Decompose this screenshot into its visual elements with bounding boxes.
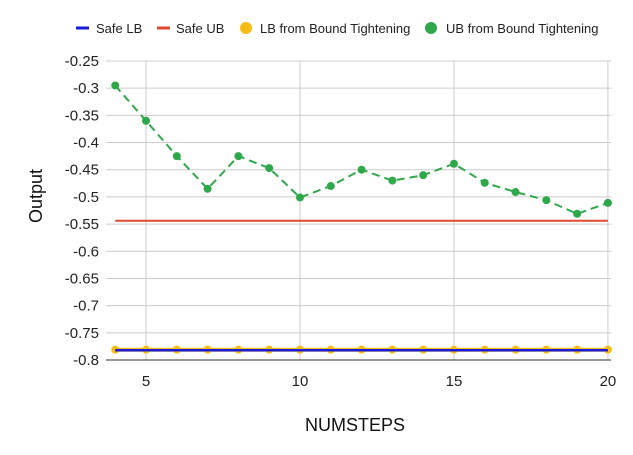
data-point: [542, 196, 551, 205]
data-point: [603, 345, 612, 354]
legend-label: LB from Bound Tightening: [260, 21, 410, 36]
series: [111, 81, 612, 354]
y-tick-label: -0.6: [73, 243, 99, 260]
y-tick-label: -0.3: [73, 80, 99, 97]
grid: [106, 60, 611, 361]
y-tick-label: -0.8: [73, 352, 99, 369]
legend-swatch: [240, 22, 252, 34]
data-point: [234, 152, 243, 161]
x-tick-label: 5: [142, 373, 150, 390]
legend-label: Safe LB: [96, 21, 142, 36]
y-tick-label: -0.75: [65, 325, 99, 342]
x-axis-title: NUMSTEPS: [305, 415, 405, 435]
series-line: [114, 84, 609, 215]
y-tick-label: -0.5: [73, 189, 99, 206]
y-axis-title: Output: [26, 169, 46, 223]
data-point: [573, 209, 582, 218]
data-point: [172, 152, 181, 161]
legend: Safe LB Safe UB LB from Bound Tightening UB…: [76, 21, 598, 36]
y-tick-label: -0.7: [73, 298, 99, 315]
legend-label: Safe UB: [176, 21, 224, 36]
y-tick-label: -0.4: [73, 135, 99, 152]
x-tick-label: 10: [292, 373, 309, 390]
data-point: [142, 116, 151, 125]
axes: -0.25 -0.3 -0.35 -0.4 -0.45 -0.5 -0.55 -0.6 -0.6…: [65, 53, 616, 390]
data-point: [326, 182, 335, 191]
data-point: [111, 81, 120, 90]
data-point: [357, 165, 366, 174]
y-tick-label: -0.25: [65, 53, 99, 70]
data-point: [388, 176, 397, 185]
y-tick-label: -0.55: [65, 216, 99, 233]
data-point: [419, 171, 428, 180]
data-point: [603, 198, 612, 207]
x-tick-label: 20: [600, 373, 617, 390]
legend-swatch: [425, 22, 437, 34]
data-point: [449, 159, 458, 168]
legend-label: UB from Bound Tightening: [446, 21, 598, 36]
data-point: [295, 193, 304, 202]
x-tick-label: 15: [446, 373, 463, 390]
y-tick-label: -0.35: [65, 107, 99, 124]
data-point: [511, 188, 520, 197]
data-point: [265, 164, 274, 173]
y-tick-label: -0.65: [65, 270, 99, 287]
y-tick-label: -0.45: [65, 162, 99, 179]
data-point: [480, 178, 489, 187]
data-point: [203, 184, 212, 193]
